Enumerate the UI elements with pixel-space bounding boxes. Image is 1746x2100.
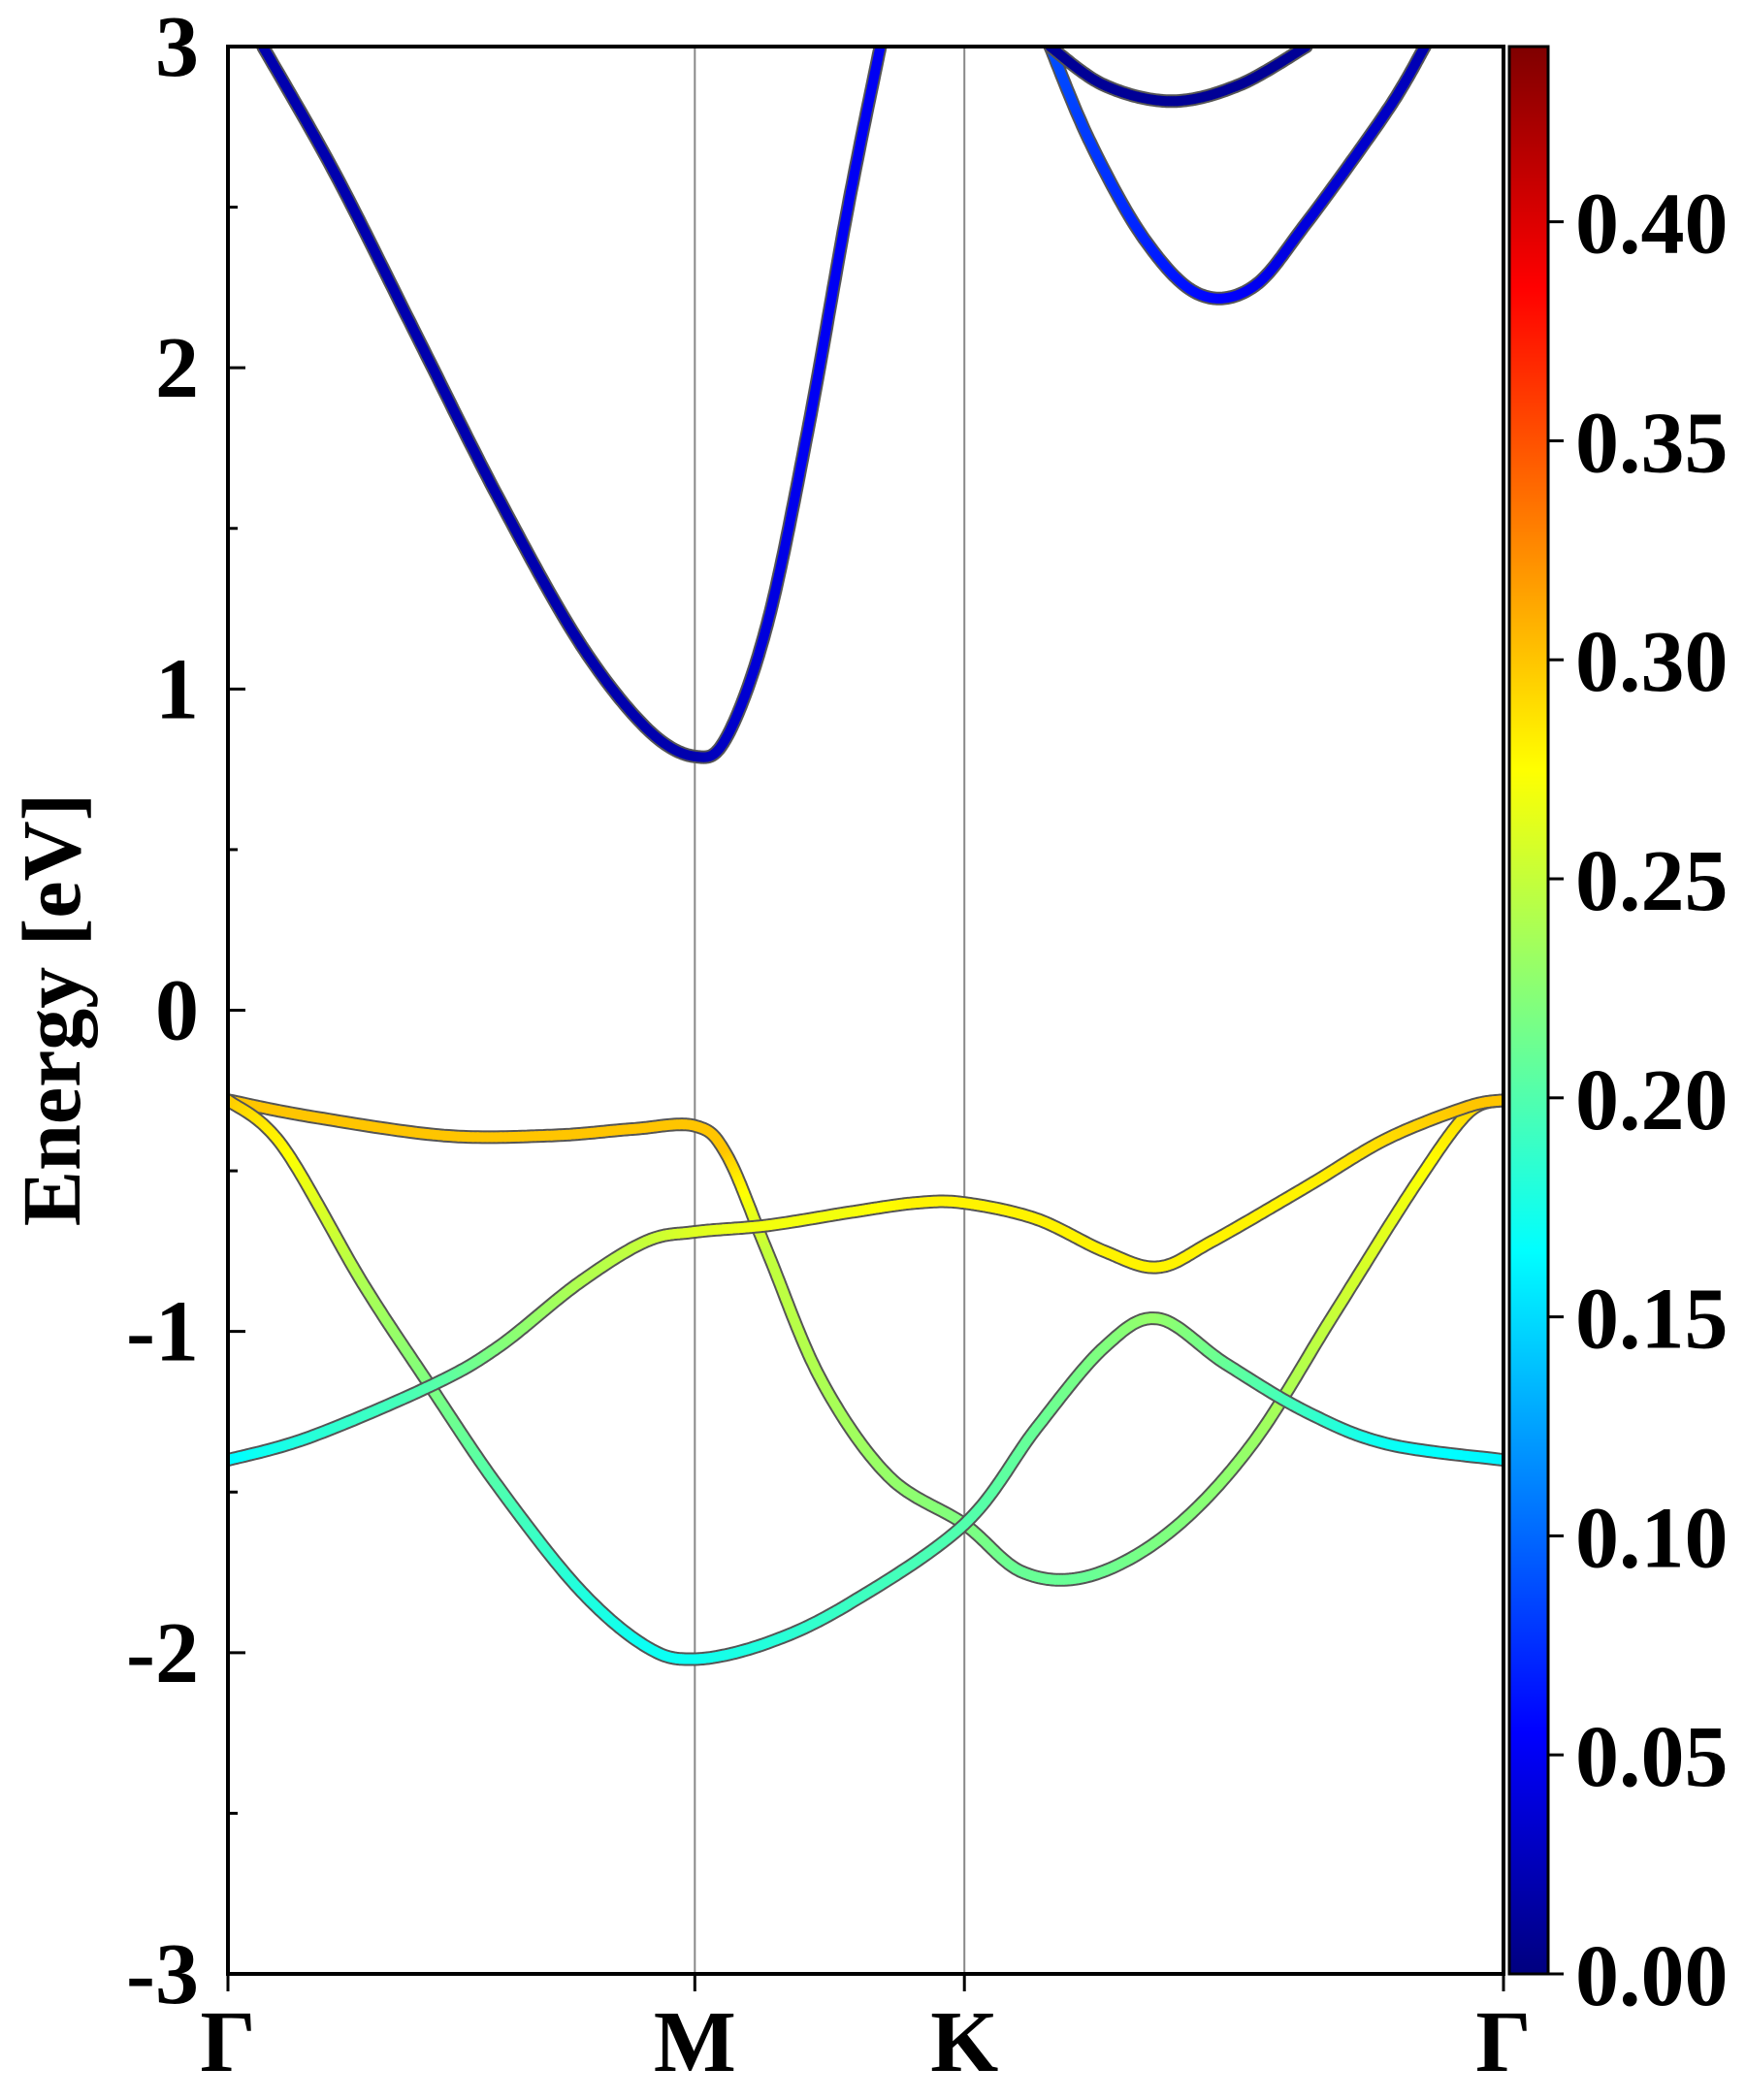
- band-6: [1051, 47, 1307, 101]
- colorbar: [1509, 47, 1548, 1974]
- x-tick-label: Γ: [1475, 1994, 1531, 2090]
- y-axis-label: Energy [eV]: [5, 793, 98, 1227]
- y-tick-label: -3: [126, 1926, 199, 2022]
- colorbar-tick-label: 0.40: [1575, 177, 1729, 273]
- y-tick-label: -2: [126, 1605, 199, 1701]
- colorbar-tick-label: 0.05: [1575, 1709, 1729, 1805]
- y-tick-label: 1: [155, 641, 199, 737]
- y-tick-label: 0: [155, 963, 199, 1059]
- band-4: [263, 47, 880, 758]
- band-1: [228, 1100, 1504, 1580]
- colorbar-tick-label: 0.20: [1575, 1052, 1729, 1148]
- y-tick-label: -1: [126, 1284, 199, 1380]
- x-tick-label: Γ: [200, 1994, 255, 2090]
- colorbar-tick-label: 0.30: [1575, 614, 1729, 710]
- colorbar-tick-label: 0.25: [1575, 833, 1729, 929]
- colorbar-tick-label: 0.15: [1575, 1272, 1729, 1368]
- y-tick-label: 2: [155, 320, 199, 416]
- colorbar-tick-label: 0.10: [1575, 1490, 1729, 1586]
- colorbar-tick-label: 0.35: [1575, 395, 1729, 491]
- x-tick-label: M: [654, 1994, 736, 2090]
- colorbar-tick-label: 0.00: [1575, 1928, 1729, 2024]
- x-tick-label: K: [930, 1994, 998, 2090]
- y-tick-label: 3: [155, 0, 199, 95]
- band-3: [228, 1100, 1504, 1460]
